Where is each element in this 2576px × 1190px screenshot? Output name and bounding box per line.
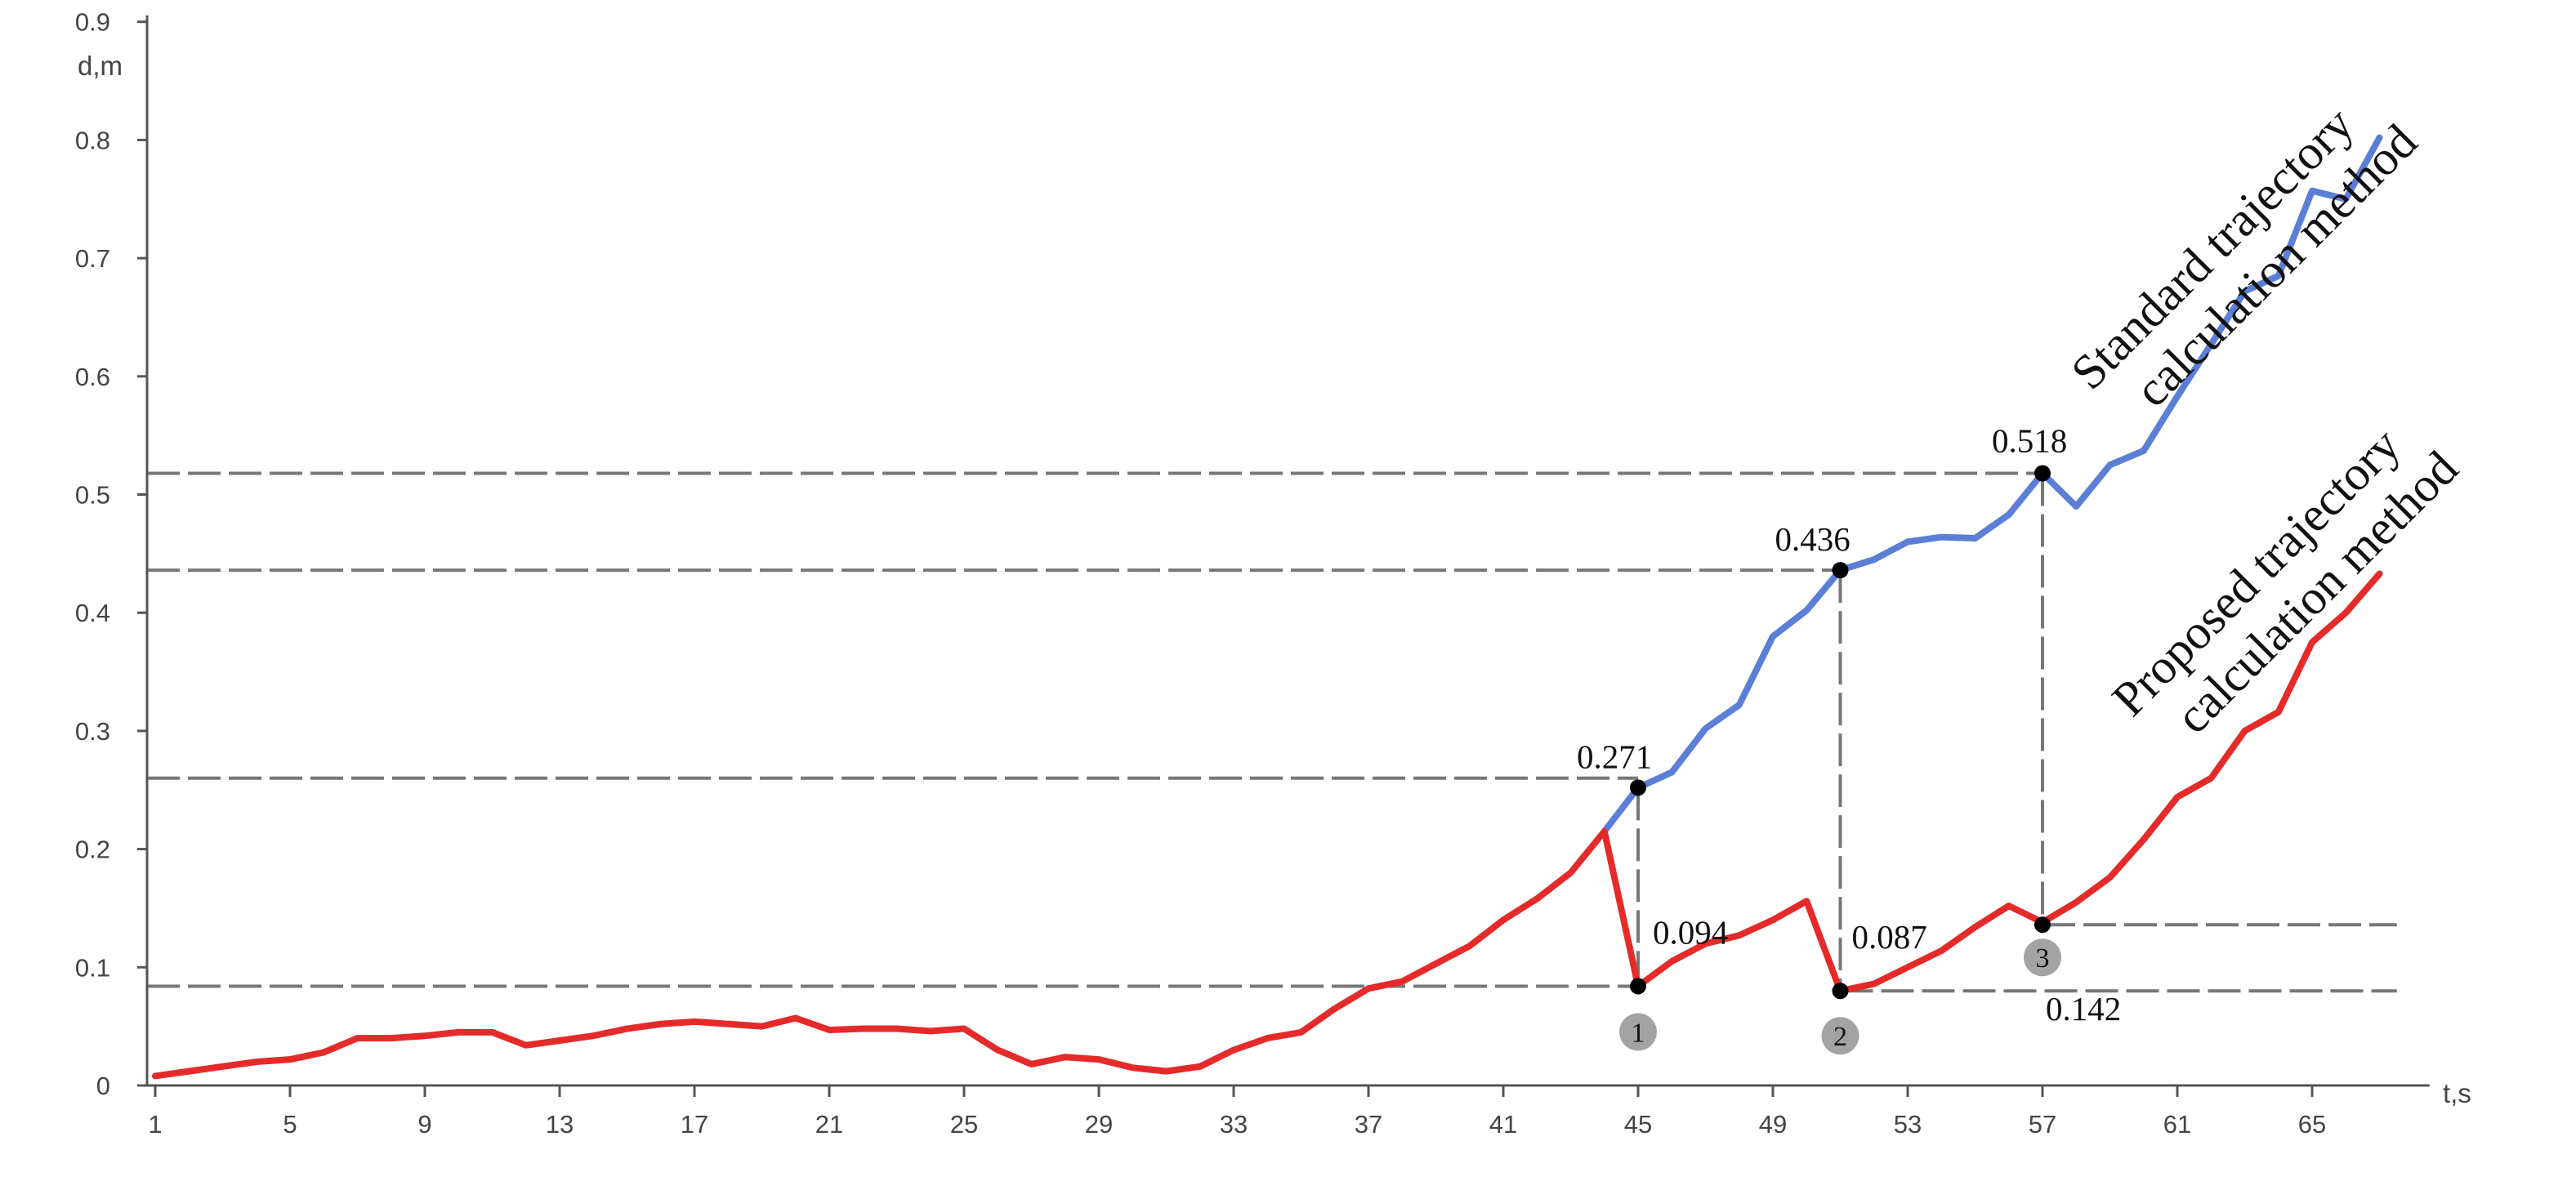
x-tick-label: 13: [546, 1110, 574, 1139]
series-line-standard: [1601, 134, 2383, 835]
numbered-markers: 1 2 3: [1619, 938, 2061, 1055]
y-tick-label: 0.5: [75, 481, 110, 510]
x-axis-title: t,s: [2443, 1078, 2471, 1108]
data-point: [2034, 465, 2051, 482]
data-point: [2034, 916, 2051, 934]
marker-number: 1: [1632, 1018, 1645, 1048]
x-tick-label: 65: [2298, 1110, 2326, 1139]
value-label: 0.518: [1992, 421, 2067, 459]
value-label: 0.271: [1577, 738, 1652, 775]
x-tick-label: 29: [1085, 1110, 1113, 1139]
x-tick-label: 41: [1489, 1110, 1517, 1139]
series-lines: [152, 134, 2383, 1080]
y-tick-label: 0.3: [75, 717, 110, 746]
y-tick-label: 0.4: [75, 599, 110, 627]
marker-number: 2: [1833, 1022, 1847, 1052]
reference-lines: [147, 471, 2397, 993]
x-tick-label: 21: [815, 1110, 843, 1139]
marker-circle: [1619, 1013, 1657, 1051]
y-tick-label: 0.9: [75, 8, 110, 37]
y-tick-label: 0.2: [75, 836, 110, 864]
data-point: [1832, 983, 1849, 1000]
value-label: 0.142: [2046, 990, 2121, 1027]
x-tick-label: 57: [2029, 1110, 2056, 1139]
y-tick-label: 0.1: [75, 953, 110, 982]
x-tick-label: 5: [283, 1110, 297, 1139]
x-tick-label: 49: [1759, 1110, 1787, 1139]
value-label: 0.094: [1653, 913, 1728, 951]
y-tick-label: 0.6: [75, 363, 110, 391]
x-tick-label: 25: [950, 1110, 978, 1139]
data-point: [1630, 978, 1646, 995]
value-label: 0.087: [1852, 918, 1927, 956]
axes: 00.10.20.30.40.50.60.70.80.91 5 9 13 17 21 25 2…: [75, 8, 2430, 1139]
x-tick-label: 61: [2163, 1110, 2191, 1139]
x-tick-label: 1: [148, 1110, 162, 1139]
x-tick-label: 53: [1894, 1110, 1922, 1139]
data-point: [1832, 562, 1849, 579]
y-tick-label: 0.8: [75, 126, 110, 154]
x-tick-label: 37: [1355, 1110, 1382, 1139]
x-tick-label: 45: [1624, 1110, 1652, 1139]
series-line-proposed: [152, 570, 2383, 1080]
y-tick-label: 0.7: [75, 244, 110, 273]
marker-number: 3: [2036, 943, 2050, 974]
marker-circle: [1821, 1017, 1859, 1055]
data-point: [1630, 779, 1646, 796]
y-axis-title: d,m: [78, 51, 123, 81]
value-label: 0.436: [1775, 520, 1851, 558]
y-tick-label: 0: [96, 1072, 110, 1100]
x-tick-label: 33: [1220, 1110, 1248, 1139]
marker-circle: [2024, 938, 2061, 977]
annotation-points: [1630, 465, 2051, 1000]
value-annotations: 0.271 0.436 0.518 0.094 0.087 0.142: [1577, 421, 2121, 1027]
x-tick-label: 9: [417, 1110, 431, 1139]
x-tick-label: 17: [681, 1110, 708, 1139]
